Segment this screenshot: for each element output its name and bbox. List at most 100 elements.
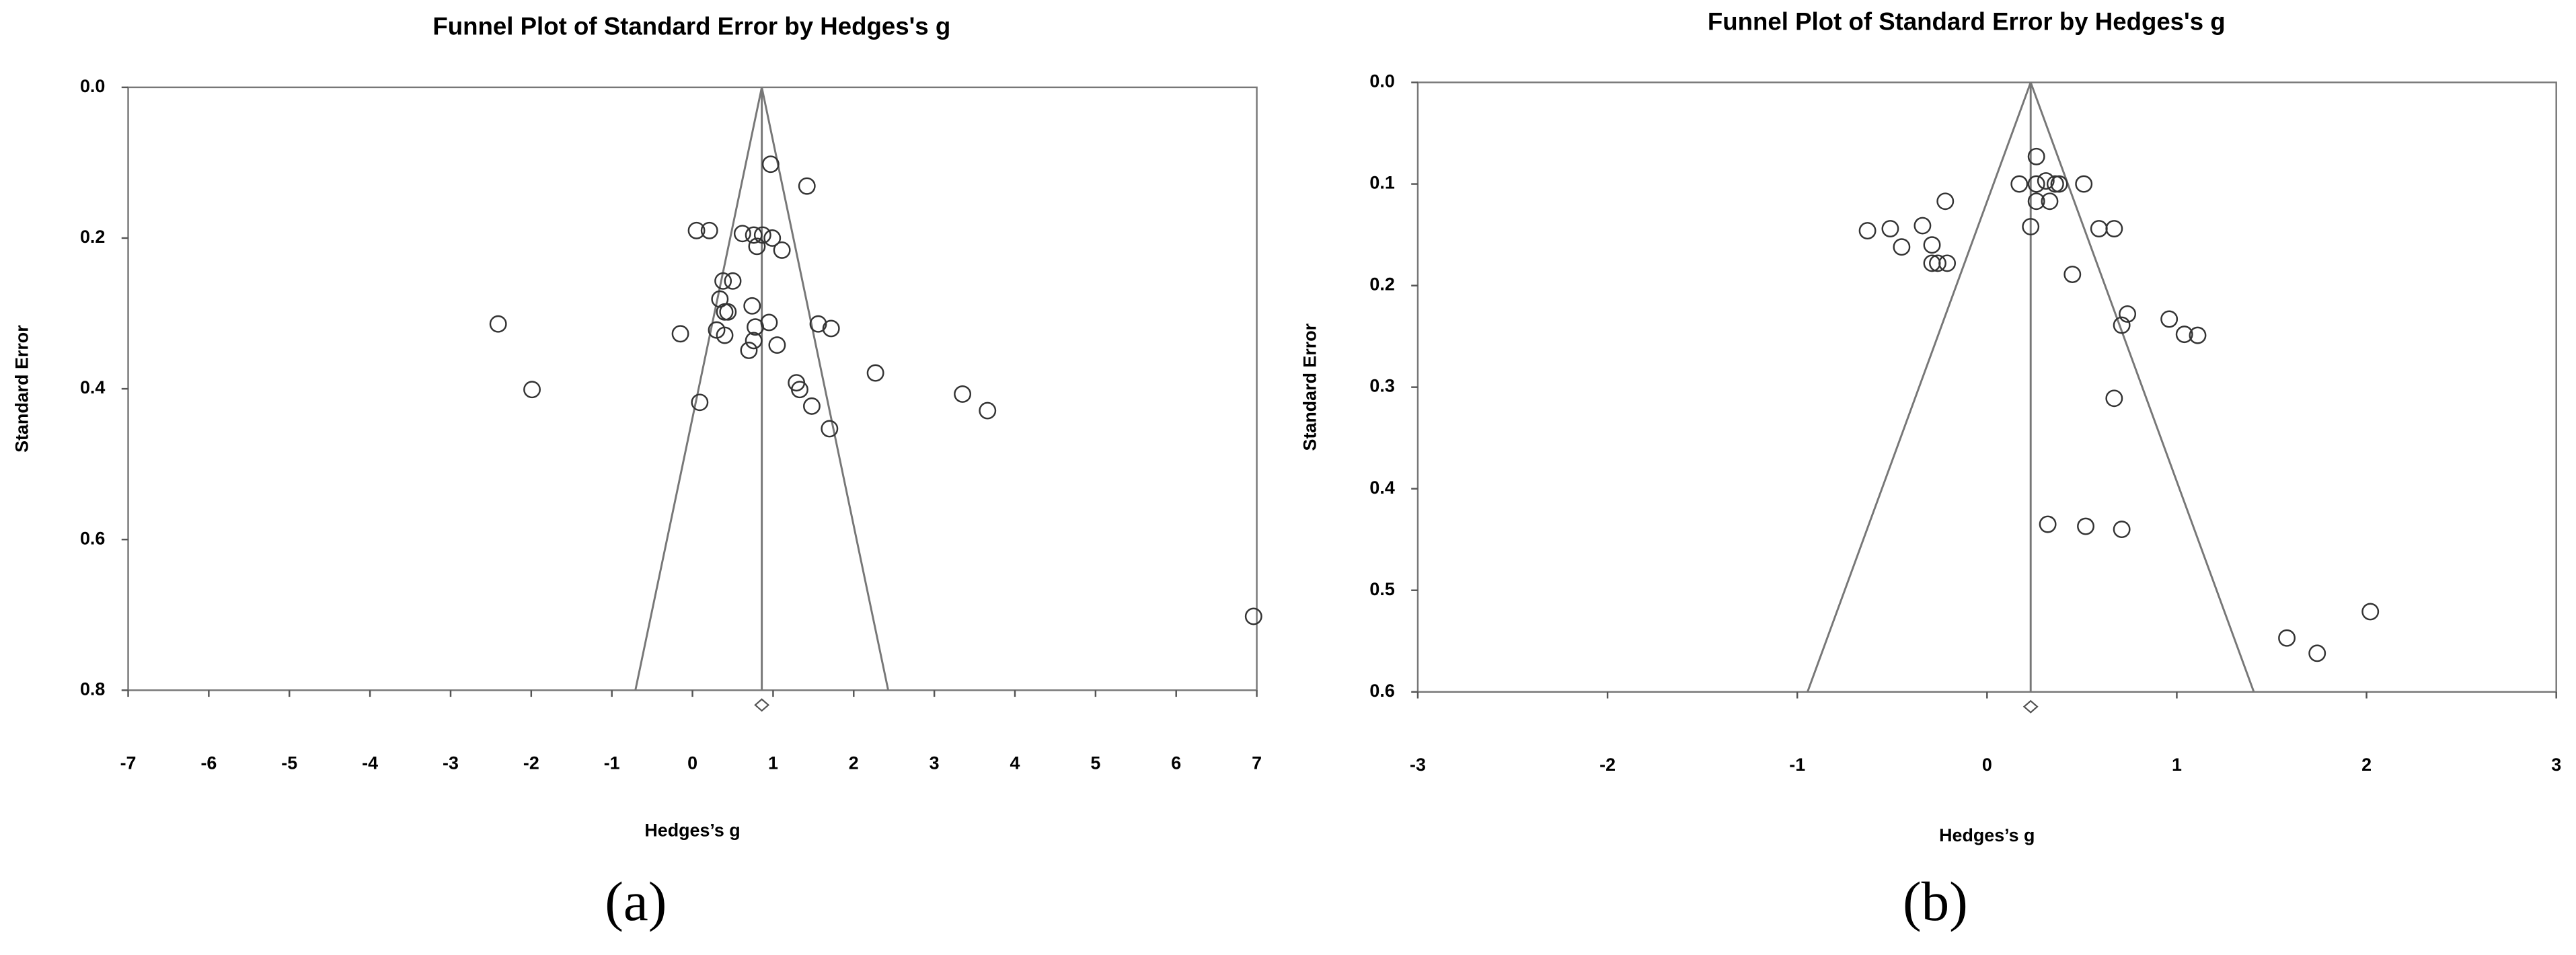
study-point	[2022, 218, 2040, 235]
y-tick-label: 0.0	[1369, 71, 1394, 91]
y-tick-label: 0.5	[1369, 579, 1394, 599]
study-point	[671, 325, 689, 343]
x-axis-label: Hedges’s g	[644, 820, 740, 840]
study-point	[1244, 607, 1262, 625]
y-tick-label: 0.4	[1369, 478, 1394, 498]
funnel-left	[634, 87, 763, 691]
study-point	[716, 326, 734, 344]
funnel-left	[1807, 82, 2032, 693]
study-point	[803, 397, 821, 415]
study-point	[2160, 310, 2179, 328]
x-tick-label: 5	[1090, 753, 1100, 773]
y-tick-label: 0.8	[80, 679, 105, 699]
study-point	[2010, 175, 2029, 193]
x-tick-label: 3	[2551, 755, 2561, 775]
study-point	[719, 303, 737, 321]
study-point	[2075, 175, 2093, 193]
study-point	[2041, 192, 2059, 211]
study-point	[2077, 517, 2094, 535]
x-tick-label: 6	[1171, 753, 1181, 773]
funnel-right	[761, 87, 890, 691]
study-point	[2027, 192, 2045, 211]
study-point	[747, 318, 764, 336]
study-point	[748, 237, 766, 256]
study-point	[2308, 644, 2326, 662]
study-point	[2037, 172, 2055, 190]
x-tick-label: 7	[1252, 753, 1262, 773]
panel: Funnel Plot of Standard Error by Hedges'…	[11, 13, 1262, 932]
study-point	[1893, 238, 1911, 256]
y-tick-label: 0.6	[1369, 681, 1394, 701]
study-point	[2027, 147, 2045, 165]
study-point	[1936, 192, 1955, 211]
chart-title: Funnel Plot of Standard Error by Hedges'…	[432, 13, 950, 40]
study-point	[743, 297, 761, 315]
x-tick-label: 2	[2361, 755, 2372, 775]
study-point	[2361, 603, 2380, 621]
y-tick-label: 0.6	[80, 528, 105, 548]
chart-title: Funnel Plot of Standard Error by Hedges'…	[1708, 7, 2226, 35]
study-point	[2113, 316, 2131, 334]
study-point	[2039, 515, 2057, 533]
study-point	[1914, 217, 1932, 235]
study-point	[1858, 222, 1877, 240]
x-tick-label: 1	[768, 753, 778, 773]
study-point	[2175, 326, 2193, 344]
study-point	[761, 155, 780, 174]
study-point	[716, 303, 734, 321]
study-point	[2113, 521, 2131, 539]
x-tick-label: -2	[523, 753, 539, 773]
y-axis-label: Standard Error	[11, 325, 32, 453]
study-point	[700, 221, 718, 239]
study-point	[866, 364, 884, 382]
y-tick-label: 0.2	[1369, 274, 1394, 295]
x-tick-label: 0	[687, 753, 697, 773]
caption: (b)	[1903, 870, 1968, 932]
study-point	[791, 381, 808, 399]
caption: (a)	[605, 870, 667, 932]
study-point	[1929, 254, 1946, 272]
study-point	[2105, 220, 2123, 237]
study-point	[2189, 326, 2207, 344]
study-point	[711, 290, 729, 308]
study-point	[687, 221, 706, 239]
study-point	[2027, 175, 2045, 193]
study-point	[763, 229, 782, 247]
x-tick-label: -3	[443, 753, 459, 773]
y-axis-label: Standard Error	[1299, 323, 1320, 451]
study-point	[523, 381, 541, 399]
study-point	[821, 420, 839, 438]
y-tick-label: 0.4	[80, 377, 105, 397]
study-point	[979, 402, 997, 420]
study-point	[1938, 254, 1957, 272]
x-tick-label: -1	[1789, 755, 1805, 775]
x-tick-label: -1	[604, 753, 620, 773]
x-tick-label: 3	[930, 753, 940, 773]
study-point	[2050, 175, 2068, 193]
study-point	[2063, 266, 2082, 283]
study-point	[745, 226, 763, 244]
x-tick-label: 0	[1982, 755, 1992, 775]
x-tick-label: -6	[200, 753, 217, 773]
study-point	[798, 177, 816, 195]
x-axis-label: Hedges’s g	[1939, 825, 2035, 845]
study-point	[489, 315, 507, 333]
study-point	[1881, 220, 1899, 237]
study-point	[2046, 175, 2064, 193]
y-tick-label: 0.1	[1369, 173, 1394, 193]
study-point	[2090, 220, 2108, 237]
study-point	[822, 319, 840, 338]
study-point	[714, 272, 732, 290]
study-point	[745, 332, 763, 350]
y-tick-label: 0.0	[80, 76, 105, 96]
x-tick-label: -2	[1599, 755, 1616, 775]
study-point	[724, 272, 742, 290]
plot-frame	[1416, 81, 2557, 693]
x-tick-label: 4	[1010, 753, 1020, 773]
x-tick-label: -7	[120, 753, 137, 773]
pooled-diamond	[2022, 699, 2039, 714]
x-tick-label: 2	[849, 753, 859, 773]
study-point	[1923, 236, 1941, 254]
